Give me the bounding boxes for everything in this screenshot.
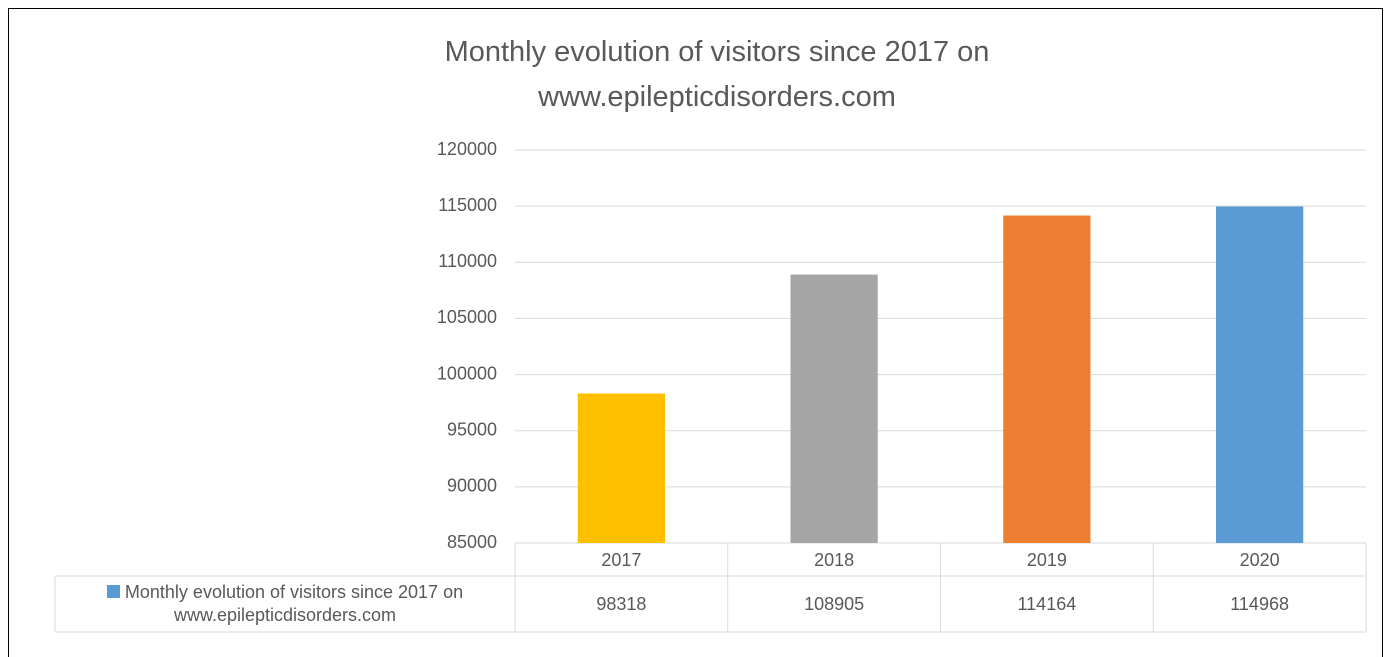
chart-frame xyxy=(8,8,1383,657)
x-tick-label: 2020 xyxy=(1240,550,1280,570)
y-tick-label: 120000 xyxy=(437,139,497,159)
table-value: 98318 xyxy=(596,594,646,614)
y-tick-label: 105000 xyxy=(437,307,497,327)
y-tick-label: 115000 xyxy=(438,195,497,215)
legend-cell: Monthly evolution of visitors since 2017… xyxy=(55,576,515,632)
table-value: 114164 xyxy=(1018,594,1077,614)
y-tick-label: 95000 xyxy=(447,419,497,439)
bar xyxy=(1216,206,1304,543)
table-value: 108905 xyxy=(804,594,864,614)
chart-title: Monthly evolution of visitors since 2017… xyxy=(444,36,990,113)
bar xyxy=(790,274,878,543)
y-tick-label: 100000 xyxy=(437,363,497,383)
table-value: 114968 xyxy=(1230,594,1289,614)
legend-key xyxy=(106,585,120,598)
x-tick-label: 2018 xyxy=(814,550,854,570)
x-tick-label: 2017 xyxy=(601,550,641,570)
y-tick-label: 90000 xyxy=(447,476,497,496)
bar xyxy=(577,393,665,543)
bar xyxy=(1003,215,1091,543)
y-tick-label: 110000 xyxy=(438,251,497,271)
legend-label: Monthly evolution of visitors since 2017… xyxy=(124,582,464,625)
x-tick-label: 2019 xyxy=(1027,550,1067,570)
y-tick-label: 85000 xyxy=(447,532,497,552)
